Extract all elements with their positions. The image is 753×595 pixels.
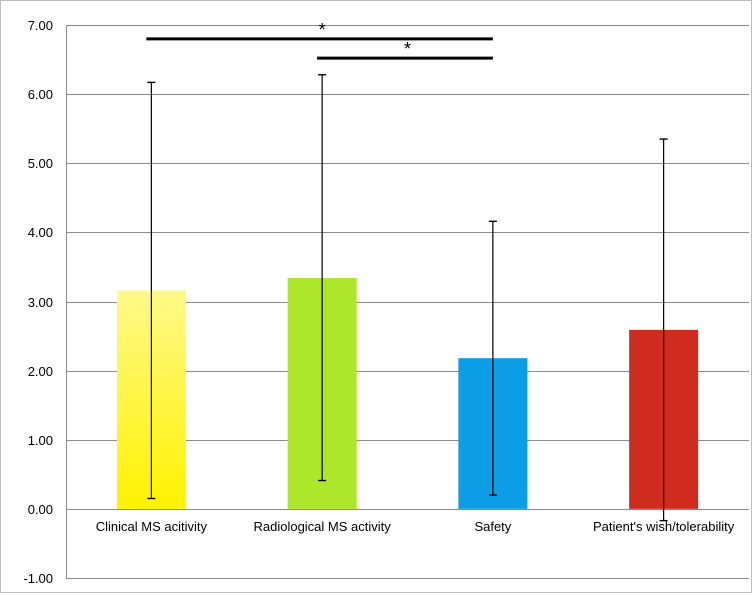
category-label: Patient's wish/tolerability [593, 519, 735, 534]
y-tick-label: 4.00 [28, 225, 53, 240]
category-label: Clinical MS acitivity [96, 519, 208, 534]
y-tick-label: 2.00 [28, 364, 53, 379]
significance-star: * [319, 20, 326, 40]
y-tick-label: 7.00 [28, 18, 53, 33]
category-label: Safety [474, 519, 511, 534]
y-tick-label: 3.00 [28, 295, 53, 310]
y-tick-label: 0.00 [28, 502, 53, 517]
y-tick-label: -1.00 [23, 571, 53, 586]
category-label: Radiological MS activity [253, 519, 391, 534]
y-tick-label: 1.00 [28, 433, 53, 448]
y-tick-label: 6.00 [28, 87, 53, 102]
significance-star: * [404, 39, 411, 59]
y-tick-label: 5.00 [28, 156, 53, 171]
